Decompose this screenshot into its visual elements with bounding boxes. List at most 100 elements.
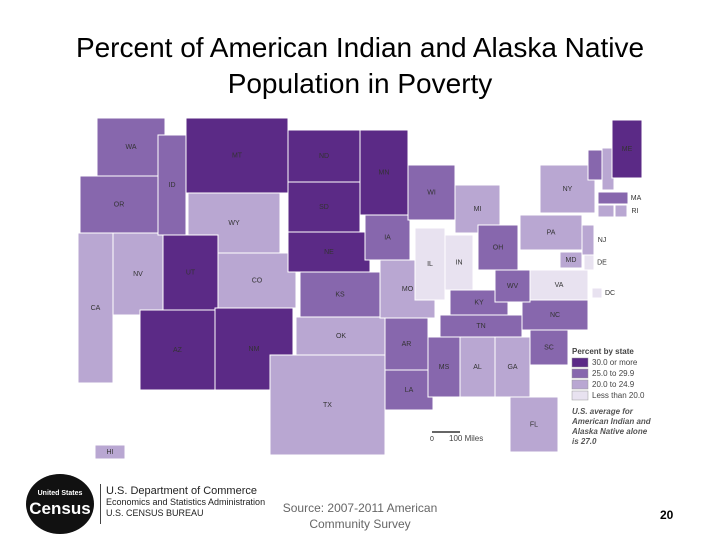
- state: [494, 269, 531, 303]
- legend-note: Alaska Native alone: [571, 427, 648, 436]
- state-label: AZ: [173, 347, 183, 354]
- state-label: WY: [228, 220, 240, 227]
- state-label: FL: [530, 421, 538, 428]
- state: [583, 254, 595, 271]
- state: [519, 214, 583, 251]
- state: [539, 164, 596, 214]
- state-label: ID: [169, 182, 176, 189]
- state-label: OR: [114, 201, 125, 208]
- state-label: CO: [252, 277, 263, 284]
- state: [477, 224, 519, 271]
- state: [414, 227, 446, 301]
- state-label: MN: [379, 169, 390, 176]
- state: [611, 119, 643, 179]
- state: [559, 251, 583, 269]
- state-label: NY: [563, 186, 573, 193]
- state: [112, 232, 164, 316]
- legend-swatch: [571, 390, 589, 401]
- state-label: WA: [125, 144, 136, 151]
- state-label: MD: [566, 257, 577, 264]
- state-label: IA: [384, 234, 391, 241]
- slide-title: Percent of American Indian and Alaska Na…: [75, 32, 645, 99]
- state: [597, 204, 615, 218]
- state-label: NC: [550, 312, 560, 319]
- state: [384, 317, 429, 371]
- state: [529, 329, 569, 366]
- legend-swatch: [571, 368, 589, 379]
- state-label: WV: [507, 283, 519, 290]
- state-label: CA: [91, 305, 101, 312]
- state: [359, 129, 409, 216]
- logo: United States Census U.S. Department of …: [22, 472, 272, 536]
- state-label: NE: [324, 249, 334, 256]
- state: [494, 336, 531, 398]
- state: [459, 336, 496, 398]
- state-label: KS: [335, 291, 345, 298]
- state-label: LA: [405, 387, 414, 394]
- legend-label: Less than 20.0: [592, 391, 645, 400]
- logo-separator: [100, 484, 101, 524]
- state-label: NM: [249, 346, 260, 353]
- legend-label: 20.0 to 24.9: [592, 380, 635, 389]
- state: [139, 309, 216, 391]
- state: [157, 134, 187, 236]
- state: [581, 224, 595, 256]
- state-label: DC: [605, 290, 615, 297]
- state-label: GA: [507, 364, 517, 371]
- state-label: MT: [232, 152, 243, 159]
- state-label: AR: [402, 341, 412, 348]
- page-number: 20: [660, 508, 674, 522]
- state-label: MA: [631, 195, 642, 202]
- logo-line: Economics and Statistics Administration: [106, 497, 266, 507]
- legend-label: 30.0 or more: [592, 358, 638, 367]
- state-label: IN: [456, 259, 463, 266]
- state-label: SC: [544, 344, 554, 351]
- state-label: ND: [319, 153, 329, 160]
- state: [287, 181, 361, 233]
- legend-swatch: [571, 357, 589, 368]
- source-note: Source: 2007-2011 American Community Sur…: [282, 501, 438, 531]
- state-label: WI: [427, 189, 436, 196]
- state: [185, 117, 289, 194]
- state-label: TX: [323, 402, 332, 409]
- scale-start: 0: [430, 436, 434, 443]
- state: [444, 234, 474, 291]
- logo-small-text: United States: [37, 490, 83, 497]
- state-label: AL: [473, 364, 482, 371]
- legend-title: Percent by state: [572, 347, 634, 356]
- scale-end: 100 Miles: [449, 434, 483, 443]
- state-label: KY: [474, 299, 484, 306]
- logo-line: U.S. Department of Commerce: [106, 485, 257, 497]
- legend-label: 25.0 to 29.9: [592, 369, 635, 378]
- state-label: DE: [597, 259, 607, 266]
- state: [587, 149, 603, 181]
- state: [529, 269, 589, 301]
- state-label: MS: [439, 364, 450, 371]
- state: [407, 164, 456, 221]
- logo-badge: United States Census: [26, 474, 94, 534]
- state-label: RI: [632, 208, 639, 215]
- state-label: OK: [336, 333, 346, 340]
- state: [217, 252, 297, 309]
- state: [521, 299, 589, 331]
- state-label: VA: [555, 282, 564, 289]
- logo-big-text: Census: [29, 499, 91, 518]
- state: [287, 129, 361, 183]
- state: [597, 191, 629, 205]
- state-label: SD: [319, 204, 329, 211]
- legend-note: is 27.0: [572, 437, 597, 446]
- state: [269, 354, 386, 456]
- legend-note: U.S. average for: [572, 407, 634, 416]
- logo-line: U.S. CENSUS BUREAU: [106, 508, 204, 518]
- state-label: UT: [186, 269, 196, 276]
- state-label: PA: [547, 229, 556, 236]
- state: [162, 234, 219, 311]
- state: [614, 204, 628, 218]
- legend-swatch: [571, 379, 589, 390]
- state: [364, 214, 411, 261]
- state-label: TN: [476, 323, 485, 330]
- state-label: IL: [427, 261, 433, 268]
- state-label: NJ: [598, 237, 607, 244]
